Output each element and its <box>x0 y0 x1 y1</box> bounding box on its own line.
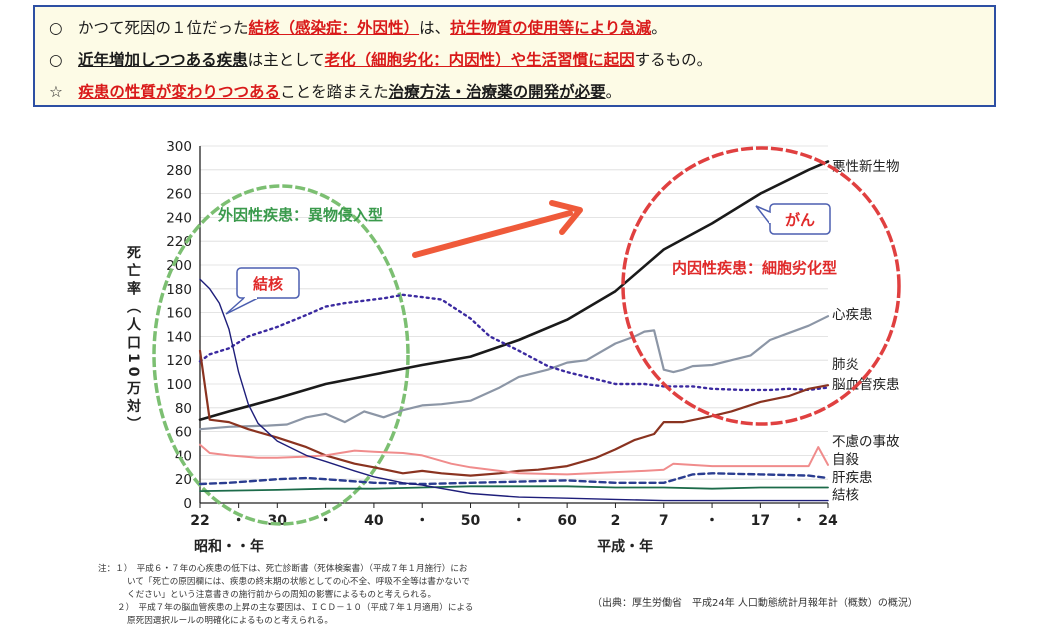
summary-line-2: ○ 近年増加しつつある疾患は主として老化（細胞劣化：内因性）や生活習慣に起因する… <box>49 48 712 70</box>
x-tick-label: ・ <box>415 513 429 529</box>
summary-text-segment: 。 <box>651 19 667 37</box>
cancer-callout-pointer <box>755 205 771 225</box>
x-tick-label: 60 <box>557 513 577 529</box>
series-end-label: 肺炎 <box>832 357 859 373</box>
note-1-line-1: 注：１） 平成６・７年の心疾患の低下は、死亡診断書（死体検案書）（平成７年１月施… <box>98 564 468 574</box>
summary-box: ○ かつて死因の１位だった結核（感染症：外因性）は、抗生物質の使用等により急減。… <box>33 5 996 107</box>
summary-text-segment: は主として <box>247 51 325 69</box>
series-line-3 <box>198 349 830 477</box>
series-end-label: 不慮の事故 <box>832 434 900 450</box>
x-tick-label: 17 <box>751 513 770 529</box>
y-tick-label: 100 <box>166 377 192 393</box>
summary-text-segment: ことを踏まえた <box>280 83 389 101</box>
external-disease-ellipse <box>152 184 410 526</box>
x-tick-label: ・ <box>512 513 526 529</box>
trend-arrow-shaft <box>412 210 573 258</box>
summary-text-segment: 老化（細胞劣化：内因性）や生活習慣に起因 <box>324 51 635 69</box>
x-tick-label: 24 <box>818 513 838 529</box>
series-line-0 <box>198 160 830 422</box>
y-tick-label: 240 <box>166 210 192 226</box>
series-end-label: 脳血管疾患 <box>832 377 900 393</box>
chart-decorations <box>152 184 410 526</box>
y-tick-label: 140 <box>166 329 192 345</box>
y-tick-label: 260 <box>166 187 192 203</box>
y-axis-label: 死亡率（人口10万対） <box>125 245 142 434</box>
cancer-callout-label: がん <box>785 211 815 229</box>
external-type-label: 外因性疾患：異物侵入型 <box>217 206 383 224</box>
x-tick-label: ・ <box>705 513 719 529</box>
summary-line-3: ☆ 疾患の性質が変わりつつあることを踏まえた治療方法・治療薬の開発が必要。 <box>49 80 621 102</box>
bullet-marker: ☆ <box>49 83 79 101</box>
internal-disease-ellipse <box>621 146 901 426</box>
y-tick-label: 280 <box>166 163 192 179</box>
x-tick-label: ・ <box>319 513 333 529</box>
chart-grid <box>200 145 828 504</box>
y-tick-label: 160 <box>166 306 192 322</box>
x-tick-label: 30 <box>268 513 288 529</box>
series-line-1 <box>198 315 830 431</box>
tb-callout-box <box>236 267 300 299</box>
x-tick-label: 40 <box>364 513 384 529</box>
tb-callout-label: 結核 <box>253 275 283 293</box>
x-tick-label: 2 <box>611 513 621 529</box>
y-tick-label: 180 <box>166 282 192 298</box>
bullet-marker: ○ <box>49 19 79 37</box>
summary-text-segment: 治療方法・治療薬の開発が必要 <box>388 83 606 101</box>
note-1-line-3: ください」という注意書きの施行前からの周知の影響によるものと考えられる。 <box>127 590 437 600</box>
x-tick-label: 22 <box>190 513 209 529</box>
summary-text-segment: 抗生物質の使用等により急減 <box>450 19 652 37</box>
summary-text-segment: 近年増加しつつある疾患 <box>78 51 248 69</box>
note-2-line-1: ２） 平成７年の脳血管疾患の上昇の主な要因は、ＩＣＤ－１０（平成７年１月適用）に… <box>117 603 474 613</box>
series-line-6 <box>199 485 829 493</box>
series-end-label: 悪性新生物 <box>832 159 900 175</box>
series-end-label: 自殺 <box>832 452 860 468</box>
bullet-marker: ○ <box>49 51 79 69</box>
x-tick-label: 50 <box>461 513 481 529</box>
x-tick-label: 7 <box>659 513 669 529</box>
y-tick-label: 60 <box>175 425 192 441</box>
trend-arrow-head <box>549 200 583 235</box>
series-line-2 <box>198 293 830 392</box>
y-tick-label: 20 <box>175 472 192 488</box>
summary-text-segment: は、 <box>419 19 451 37</box>
note-2-line-2: 原死因選択ルールの明確化によるものと考えられる。 <box>127 616 333 626</box>
y-tick-label: 220 <box>166 234 192 250</box>
chart-series <box>198 160 830 502</box>
y-tick-label: 0 <box>183 496 192 512</box>
summary-text-segment: 結核（感染症：外因性） <box>248 19 420 37</box>
source-note: （出典：厚生労働省 平成24年 人口動態統計月報年計（概数）の概況） <box>592 598 918 609</box>
y-tick-label: 120 <box>166 353 192 369</box>
summary-text-segment: 。 <box>605 83 622 101</box>
chart-axes: 0204060801001201401601802002202402602803… <box>125 139 838 555</box>
internal-type-label: 内因性疾患：細胞劣化型 <box>672 259 837 277</box>
x-tick-label: ・ <box>792 513 806 529</box>
summary-text-segment: かつて死因の１位だった <box>78 19 249 37</box>
summary-text-segment: するもの。 <box>634 51 713 69</box>
series-end-label: 肝疾患 <box>832 470 873 486</box>
series-line-5 <box>198 472 830 486</box>
y-tick-label: 300 <box>166 139 192 155</box>
summary-line-1: ○ かつて死因の１位だった結核（感染症：外因性）は、抗生物質の使用等により急減。 <box>49 16 667 38</box>
summary-text-segment: 疾患の性質が変わりつつある <box>78 83 281 101</box>
tb-callout-pointer <box>225 297 259 315</box>
series-end-label: 心疾患 <box>832 307 873 323</box>
series-line-7 <box>199 278 829 502</box>
era-label: 平成・年 <box>597 538 653 555</box>
note-1-line-2: いて「死亡の原因欄には、疾患の終末期の状態としての心不全、呼吸不全等は書かないで <box>127 577 470 587</box>
era-label: 昭和・・年 <box>194 538 264 555</box>
y-tick-label: 80 <box>175 401 192 417</box>
series-end-label: 結核 <box>832 488 859 504</box>
series-line-4 <box>199 443 829 476</box>
